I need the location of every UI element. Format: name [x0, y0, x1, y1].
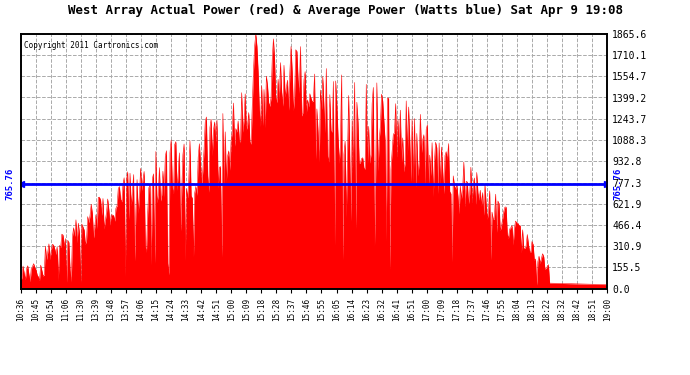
Text: 765.76: 765.76 [613, 168, 622, 200]
Text: West Array Actual Power (red) & Average Power (Watts blue) Sat Apr 9 19:08: West Array Actual Power (red) & Average … [68, 4, 622, 17]
Text: 765.76: 765.76 [6, 168, 15, 200]
Text: Copyright 2011 Cartronics.com: Copyright 2011 Cartronics.com [23, 41, 158, 50]
